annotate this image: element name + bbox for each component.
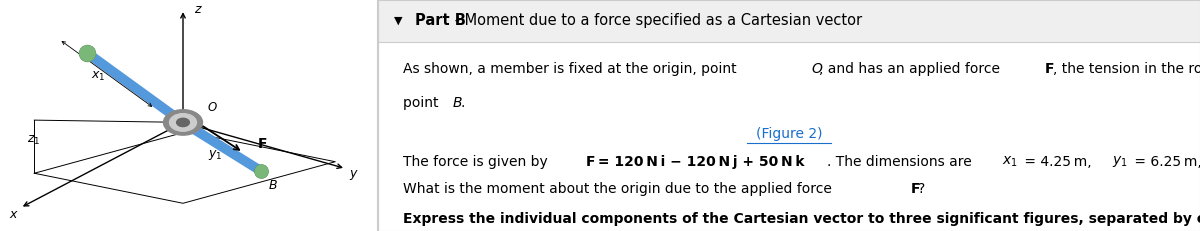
Text: z: z (193, 3, 200, 16)
Text: .: . (461, 96, 466, 110)
Text: F: F (257, 137, 266, 151)
Bar (378, 0, 1200, 42)
Text: point: point (403, 96, 443, 110)
Text: $z_1$: $z_1$ (28, 134, 41, 147)
Text: $B$: $B$ (268, 179, 277, 192)
Text: The force is given by: The force is given by (403, 155, 552, 169)
Circle shape (176, 118, 190, 127)
Text: What is the moment about the origin due to the applied force: What is the moment about the origin due … (403, 182, 836, 196)
Circle shape (169, 114, 197, 131)
Text: $x_1$: $x_1$ (1002, 155, 1019, 169)
Text: $y_1$: $y_1$ (208, 148, 222, 162)
Text: Part B: Part B (415, 13, 466, 28)
Text: F: F (1044, 62, 1054, 76)
Text: B: B (452, 96, 462, 110)
Text: O: O (208, 101, 217, 114)
Text: ?: ? (918, 182, 925, 196)
Text: x: x (10, 208, 17, 221)
Text: . The dimensions are: . The dimensions are (828, 155, 977, 169)
Text: (Figure 2): (Figure 2) (756, 127, 822, 141)
Text: $x_1$: $x_1$ (91, 70, 106, 83)
Text: Express the individual components of the Cartesian vector to three significant f: Express the individual components of the… (403, 213, 1200, 226)
Text: y: y (349, 167, 356, 180)
Text: , the tension in the rope, applied at the free end,: , the tension in the rope, applied at th… (1052, 62, 1200, 76)
Text: F: F (911, 182, 920, 196)
Text: - Moment due to a force specified as a Cartesian vector: - Moment due to a force specified as a C… (450, 13, 863, 28)
Text: = 6.25 m, and: = 6.25 m, and (1130, 155, 1200, 169)
Circle shape (163, 110, 203, 135)
Text: O: O (811, 62, 822, 76)
Text: , and has an applied force: , and has an applied force (820, 62, 1004, 76)
Text: F: F (586, 155, 595, 169)
Text: ▼: ▼ (395, 16, 410, 26)
Text: = 4.25 m,: = 4.25 m, (1020, 155, 1097, 169)
Text: As shown, a member is fixed at the origin, point: As shown, a member is fixed at the origi… (403, 62, 740, 76)
Text: = 120 N i − 120 N j + 50 N k: = 120 N i − 120 N j + 50 N k (593, 155, 804, 169)
Text: $y_1$: $y_1$ (1112, 154, 1128, 169)
